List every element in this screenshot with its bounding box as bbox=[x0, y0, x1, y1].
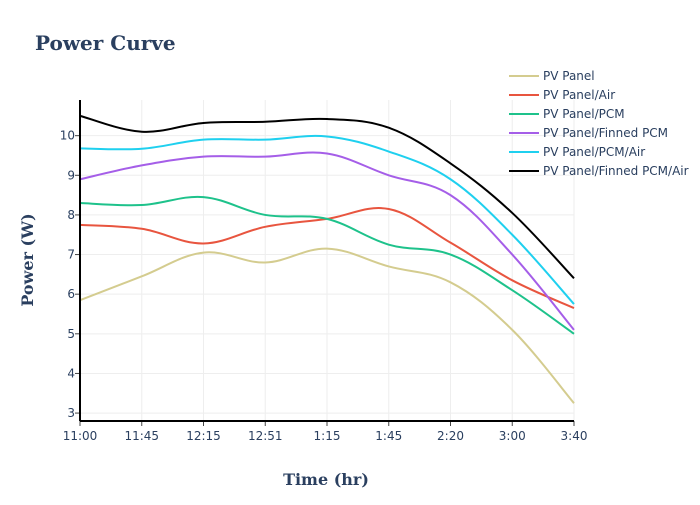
x-tick-label: 12:51 bbox=[248, 429, 283, 443]
x-tick-label: 1:15 bbox=[314, 429, 341, 443]
legend-label: PV Panel bbox=[543, 69, 595, 83]
y-axis-title: Power (W) bbox=[18, 213, 37, 306]
series-line-pv-panel bbox=[79, 247, 575, 404]
series-line-pv-panel-finned-pcm bbox=[79, 151, 575, 331]
y-tick-label: 9 bbox=[67, 168, 75, 182]
legend-item-pv-panel-finned-pcm-air[interactable]: PV Panel/Finned PCM/Air bbox=[509, 164, 689, 178]
legend-item-pv-panel[interactable]: PV Panel bbox=[509, 69, 595, 83]
series-line-pv-panel-finned-pcm-air bbox=[79, 114, 575, 280]
x-tick-label: 1:45 bbox=[375, 429, 402, 443]
x-tick-label: 3:00 bbox=[499, 429, 526, 443]
legend-item-pv-panel-finned-pcm[interactable]: PV Panel/Finned PCM bbox=[509, 126, 668, 140]
series-line-pv-panel-pcm bbox=[79, 195, 575, 335]
y-tick-label: 7 bbox=[67, 248, 75, 262]
series-lines bbox=[79, 114, 575, 404]
legend-label: PV Panel/Air bbox=[543, 88, 615, 102]
y-tick-label: 4 bbox=[67, 366, 75, 380]
legend-label: PV Panel/PCM bbox=[543, 107, 625, 121]
axes: 11:00 11:45 12:15 12:51 1:15 1:45 2:20 3:00 3:40… bbox=[60, 100, 588, 443]
x-tick-label: 11:45 bbox=[124, 429, 159, 443]
x-tick-label: 2:20 bbox=[437, 429, 464, 443]
y-tick-label: 5 bbox=[67, 327, 75, 341]
x-tick-label: 3:40 bbox=[561, 429, 588, 443]
series-line-pv-panel-pcm-air bbox=[79, 134, 575, 305]
y-tick-label: 8 bbox=[67, 208, 75, 222]
y-tick-label: 6 bbox=[67, 287, 75, 301]
x-axis-title: Time (hr) bbox=[283, 470, 369, 489]
x-tick-label: 11:00 bbox=[63, 429, 98, 443]
legend-item-pv-panel-air[interactable]: PV Panel/Air bbox=[509, 88, 615, 102]
legend-label: PV Panel/Finned PCM/Air bbox=[543, 164, 689, 178]
legend: PV Panel PV Panel/Air PV Panel/PCM PV Panel… bbox=[509, 69, 689, 178]
legend-label: PV Panel/PCM/Air bbox=[543, 145, 645, 159]
chart-title: Power Curve bbox=[35, 31, 176, 55]
y-tick-label: 10 bbox=[60, 129, 75, 143]
legend-item-pv-panel-pcm[interactable]: PV Panel/PCM bbox=[509, 107, 625, 121]
legend-item-pv-panel-pcm-air[interactable]: PV Panel/PCM/Air bbox=[509, 145, 645, 159]
legend-label: PV Panel/Finned PCM bbox=[543, 126, 668, 140]
y-tick-label: 3 bbox=[67, 406, 75, 420]
x-tick-label: 12:15 bbox=[186, 429, 221, 443]
